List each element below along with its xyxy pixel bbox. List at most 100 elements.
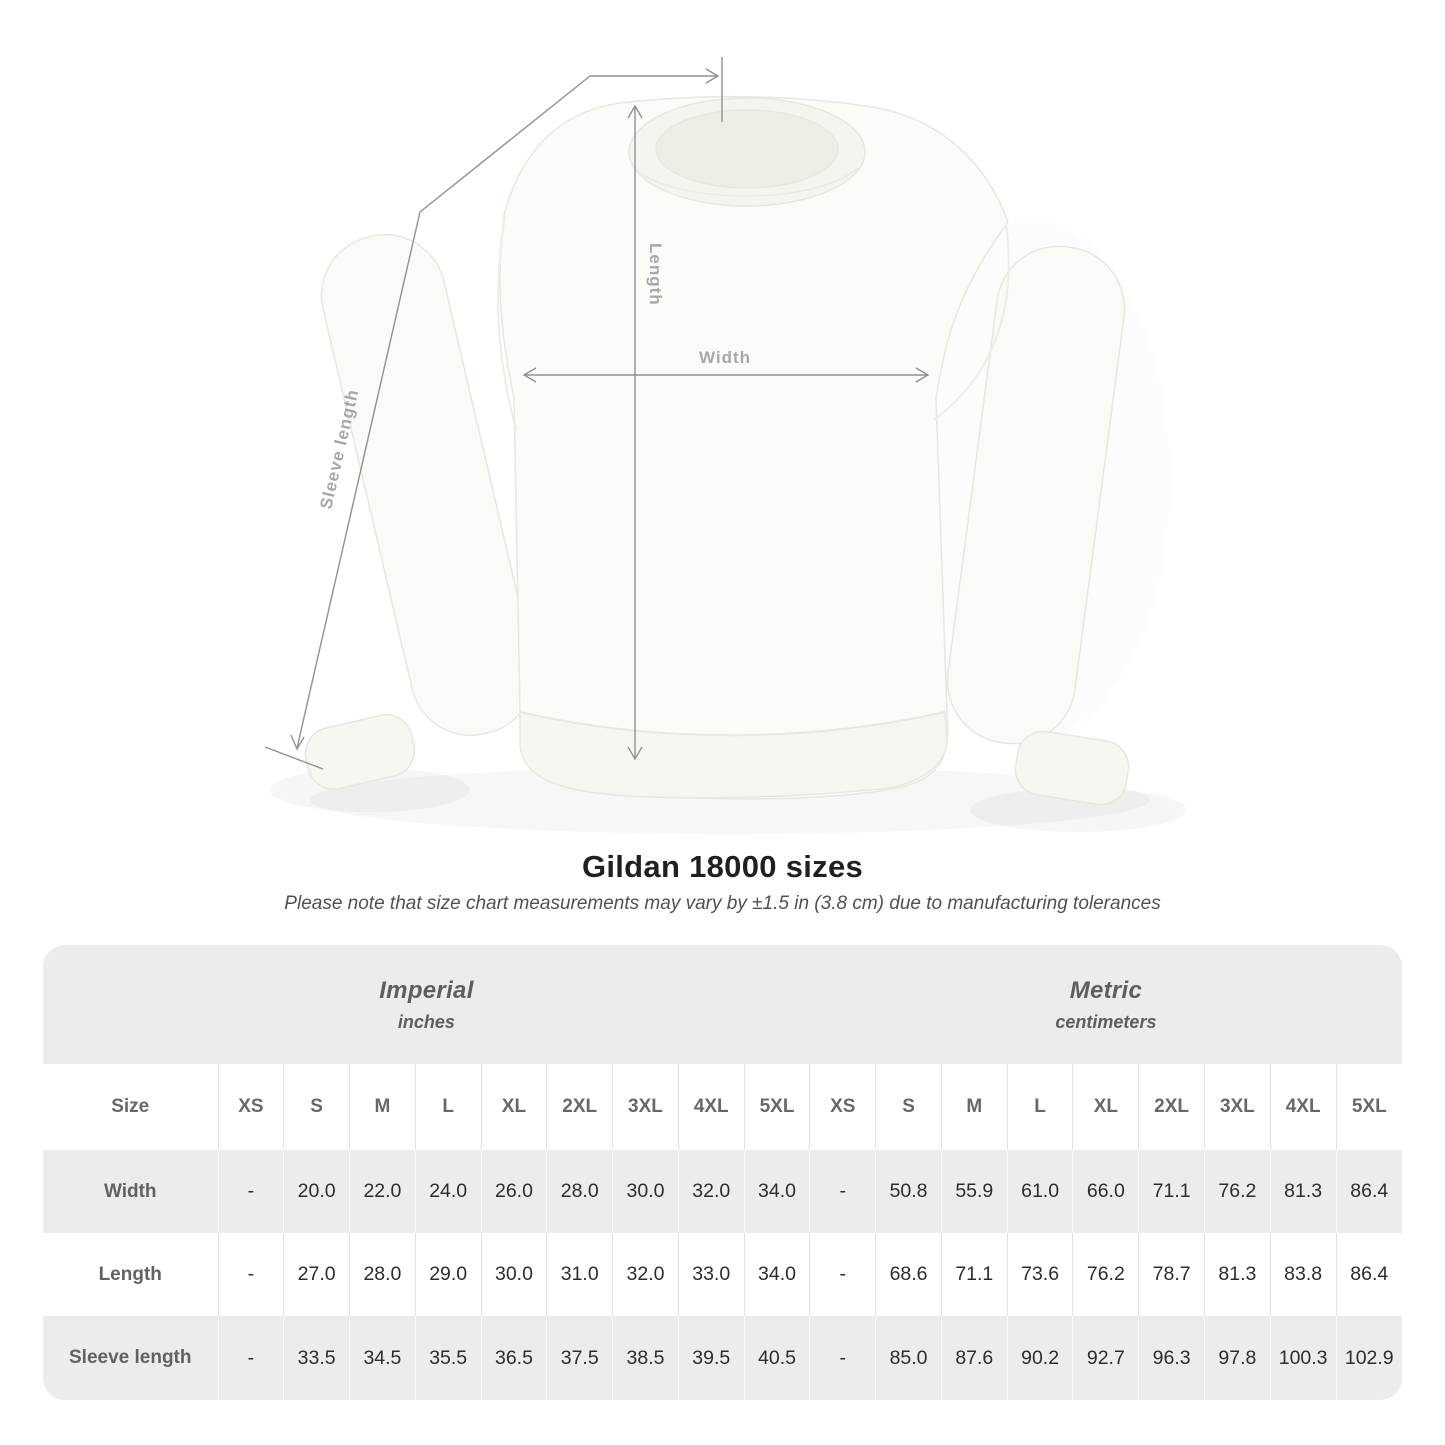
value-cell: 33.5 (283, 1316, 350, 1400)
value-cell: - (217, 1316, 284, 1400)
value-cell: 27.0 (283, 1233, 350, 1316)
value-cell: 40.5 (743, 1316, 810, 1400)
row-label: Sleeve length (43, 1316, 218, 1400)
value-cell: - (809, 1316, 876, 1400)
size-cell: S (283, 1064, 350, 1150)
value-cell: 32.0 (677, 1150, 745, 1233)
value-cell: 20.0 (283, 1150, 350, 1233)
value-cell: 90.2 (1006, 1316, 1073, 1400)
size-cell: L (1006, 1064, 1073, 1150)
size-cell: 2XL (1138, 1064, 1205, 1150)
value-cell: 30.0 (480, 1233, 547, 1316)
size-cell: 4XL (677, 1064, 745, 1150)
size-cell: 4XL (1269, 1064, 1337, 1150)
value-cell: 50.8 (875, 1150, 942, 1233)
size-cell: 2XL (546, 1064, 613, 1150)
size-header-row: Size XS S M L XL 2XL 3XL 4XL 5XL XS S M … (43, 1064, 1402, 1150)
length-row: Length - 27.0 28.0 29.0 30.0 31.0 32.0 3… (43, 1233, 1402, 1316)
body (499, 95, 1009, 800)
value-cell: 35.5 (414, 1316, 482, 1400)
value-cell: 66.0 (1072, 1150, 1139, 1233)
value-cell: 32.0 (612, 1233, 679, 1316)
left-cuff (304, 714, 416, 790)
value-cell: - (809, 1150, 876, 1233)
sleeve-length-line (264, 57, 723, 770)
value-cell: 24.0 (414, 1150, 482, 1233)
value-cell: 38.5 (612, 1316, 679, 1400)
metric-label: Metric (1069, 976, 1143, 1004)
value-cell: 36.5 (480, 1316, 547, 1400)
value-cell: 28.0 (546, 1150, 613, 1233)
value-cell: 71.1 (940, 1233, 1008, 1316)
sweatshirt-measurement-diagram: Length Width Sleeve length (264, 57, 1130, 806)
value-cell: 71.1 (1138, 1150, 1205, 1233)
sleeve-length-row: Sleeve length - 33.5 34.5 35.5 36.5 37.5… (43, 1316, 1402, 1400)
size-cell: L (414, 1064, 482, 1150)
tolerance-note: Please note that size chart measurements… (284, 893, 1161, 914)
size-cell: S (875, 1064, 942, 1150)
row-label: Width (43, 1150, 218, 1233)
value-cell: 92.7 (1072, 1316, 1139, 1400)
sweatshirt-illustration (304, 95, 1130, 806)
value-cell: - (809, 1233, 876, 1316)
value-cell: - (217, 1150, 284, 1233)
value-cell: 37.5 (546, 1316, 613, 1400)
value-cell: 34.0 (743, 1233, 810, 1316)
value-cell: 26.0 (480, 1150, 547, 1233)
size-cell: XS (217, 1064, 284, 1150)
size-cell: M (940, 1064, 1008, 1150)
unit-group-row: Imperial inches Metric centimeters (43, 945, 1402, 1064)
value-cell: 76.2 (1203, 1150, 1271, 1233)
value-cell: 39.5 (677, 1316, 745, 1400)
right-sleeve (946, 245, 1126, 745)
size-cell: M (349, 1064, 416, 1150)
imperial-group-header: Imperial inches (43, 945, 810, 1064)
value-cell: 81.3 (1269, 1150, 1337, 1233)
value-cell: 85.0 (875, 1316, 942, 1400)
page-title: Gildan 18000 sizes (581, 849, 864, 884)
right-cuff (1014, 730, 1130, 806)
value-cell: 83.8 (1269, 1233, 1337, 1316)
metric-group-header: Metric centimeters (809, 945, 1402, 1064)
size-table: Imperial inches Metric centimeters Size … (43, 945, 1402, 1400)
value-cell: 86.4 (1335, 1233, 1402, 1316)
width-label: Width (699, 348, 751, 367)
size-cell: 5XL (743, 1064, 810, 1150)
value-cell: 96.3 (1138, 1316, 1205, 1400)
size-cell: 3XL (612, 1064, 679, 1150)
value-cell: 73.6 (1006, 1233, 1073, 1316)
value-cell: 86.4 (1335, 1150, 1402, 1233)
width-line (522, 367, 930, 383)
value-cell: 34.5 (349, 1316, 416, 1400)
collar (628, 97, 866, 207)
size-cell: XS (809, 1064, 876, 1150)
value-cell: 34.0 (743, 1150, 810, 1233)
value-cell: 61.0 (1006, 1150, 1073, 1233)
value-cell: 78.7 (1138, 1233, 1205, 1316)
value-cell: 81.3 (1203, 1233, 1271, 1316)
size-cell: 3XL (1203, 1064, 1271, 1150)
imperial-label: Imperial (379, 976, 474, 1004)
size-cell: XL (1072, 1064, 1139, 1150)
value-cell: 29.0 (414, 1233, 482, 1316)
width-row: Width - 20.0 22.0 24.0 26.0 28.0 30.0 32… (43, 1150, 1402, 1233)
size-header-cell: Size (111, 1096, 150, 1117)
value-cell: 22.0 (349, 1150, 416, 1233)
value-cell: 55.9 (940, 1150, 1008, 1233)
left-sleeve (320, 233, 536, 737)
imperial-unit: inches (397, 1011, 455, 1032)
value-cell: 97.8 (1203, 1316, 1271, 1400)
measurement-lines (264, 57, 930, 770)
length-line (627, 104, 643, 761)
row-label: Length (98, 1263, 162, 1285)
length-label: Length (646, 243, 665, 306)
value-cell: - (217, 1233, 284, 1316)
value-cell: 102.9 (1335, 1316, 1402, 1400)
value-cell: 100.3 (1269, 1316, 1337, 1400)
value-cell: 30.0 (612, 1150, 679, 1233)
metric-unit: centimeters (1055, 1011, 1157, 1032)
size-cell: XL (480, 1064, 547, 1150)
value-cell: 28.0 (349, 1233, 416, 1316)
size-cell: 5XL (1335, 1064, 1402, 1150)
